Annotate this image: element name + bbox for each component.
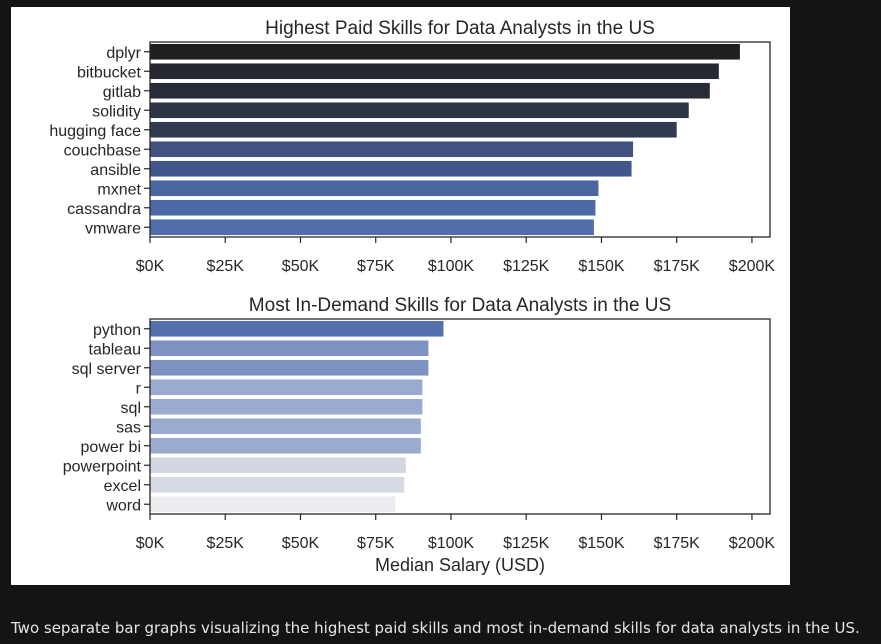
chart2-category-label: tableau (89, 341, 142, 358)
chart1-category-label: ansible (90, 162, 141, 179)
chart2-xtick-label: $100K (428, 535, 475, 552)
chart2-xtick-label: $125K (503, 535, 550, 552)
chart1-category-label: cassandra (67, 201, 141, 218)
chart1-bar-ansible (150, 160, 632, 177)
chart1-category-label: mxnet (97, 181, 141, 198)
chart1-xtick-label: $0K (136, 258, 165, 275)
chart1-bar-couchbase (150, 141, 634, 158)
chart2-bar-sas (150, 418, 421, 435)
chart2-xtick-label: $0K (136, 535, 165, 552)
chart1-axes-frame (149, 41, 771, 238)
chart2-category-label: power bi (81, 439, 141, 456)
chart2-category-label: excel (104, 478, 141, 495)
chart1-xtick-label: $175K (654, 258, 701, 275)
chart1-xtick-label: $50K (282, 258, 320, 275)
chart2-category-label: word (105, 497, 141, 514)
chart2-bar-power-bi (150, 437, 421, 454)
chart2-category-label: sql server (72, 361, 142, 378)
chart1-title: Highest Paid Skills for Data Analysts in… (265, 18, 655, 39)
chart2-bar-word (150, 496, 396, 513)
chart2-category-label: sas (116, 419, 141, 436)
chart2-bar-excel (150, 476, 405, 493)
chart1-bar-dplyr (150, 43, 740, 60)
chart2-bar-r (150, 379, 423, 396)
chart2-category-label: powerpoint (63, 458, 142, 475)
chart1-xtick-label: $125K (503, 258, 550, 275)
chart2-xtick-label: $200K (729, 535, 776, 552)
chart2-x-axis-label: Median Salary (USD) (375, 555, 545, 575)
chart2-xtick-label: $175K (654, 535, 701, 552)
chart2-category-label: python (93, 322, 141, 339)
chart2-xtick-label: $75K (357, 535, 395, 552)
chart1-bar-gitlab (150, 82, 710, 99)
chart1-xtick-label: $200K (729, 258, 776, 275)
chart1-bar-mxnet (150, 180, 599, 197)
chart2-bar-sql (150, 398, 423, 415)
chart1-category-label: solidity (92, 103, 141, 120)
chart1-xtick-label: $75K (357, 258, 395, 275)
chart2-bar-powerpoint (150, 457, 406, 474)
chart1-xtick-label: $25K (207, 258, 245, 275)
chart2-xtick-label: $25K (207, 535, 245, 552)
chart1-category-label: vmware (85, 220, 141, 237)
chart1-bar-solidity (150, 102, 689, 119)
chart2-bar-tableau (150, 340, 429, 357)
chart2-axes-frame (149, 318, 771, 515)
chart1-category-label: gitlab (103, 84, 141, 101)
figure-caption: Two separate bar graphs visualizing the … (11, 619, 860, 637)
chart2-xtick-label: $150K (578, 535, 625, 552)
chart2-bar-sql-server (150, 359, 429, 376)
chart1-bar-bitbucket (150, 63, 719, 80)
chart1-category-label: hugging face (49, 123, 141, 140)
chart2-xtick-label: $50K (282, 535, 320, 552)
figure-panel: Highest Paid Skills for Data Analysts in… (11, 7, 790, 585)
chart1-bar-vmware (150, 219, 594, 236)
chart1-xtick-label: $100K (428, 258, 475, 275)
chart1-bar-hugging-face (150, 121, 677, 138)
charts-figure: Highest Paid Skills for Data Analysts in… (49, 18, 776, 575)
chart1-xtick-label: $150K (578, 258, 625, 275)
chart1-category-label: bitbucket (77, 64, 142, 81)
chart1-category-label: couchbase (64, 142, 141, 159)
chart2-title: Most In-Demand Skills for Data Analysts … (249, 295, 671, 316)
chart2-category-label: r (136, 380, 142, 397)
chart1-category-label: dplyr (106, 45, 141, 62)
chart2-bar-python (150, 320, 444, 337)
chart1-bar-cassandra (150, 199, 596, 216)
chart2-category-label: sql (121, 400, 141, 417)
